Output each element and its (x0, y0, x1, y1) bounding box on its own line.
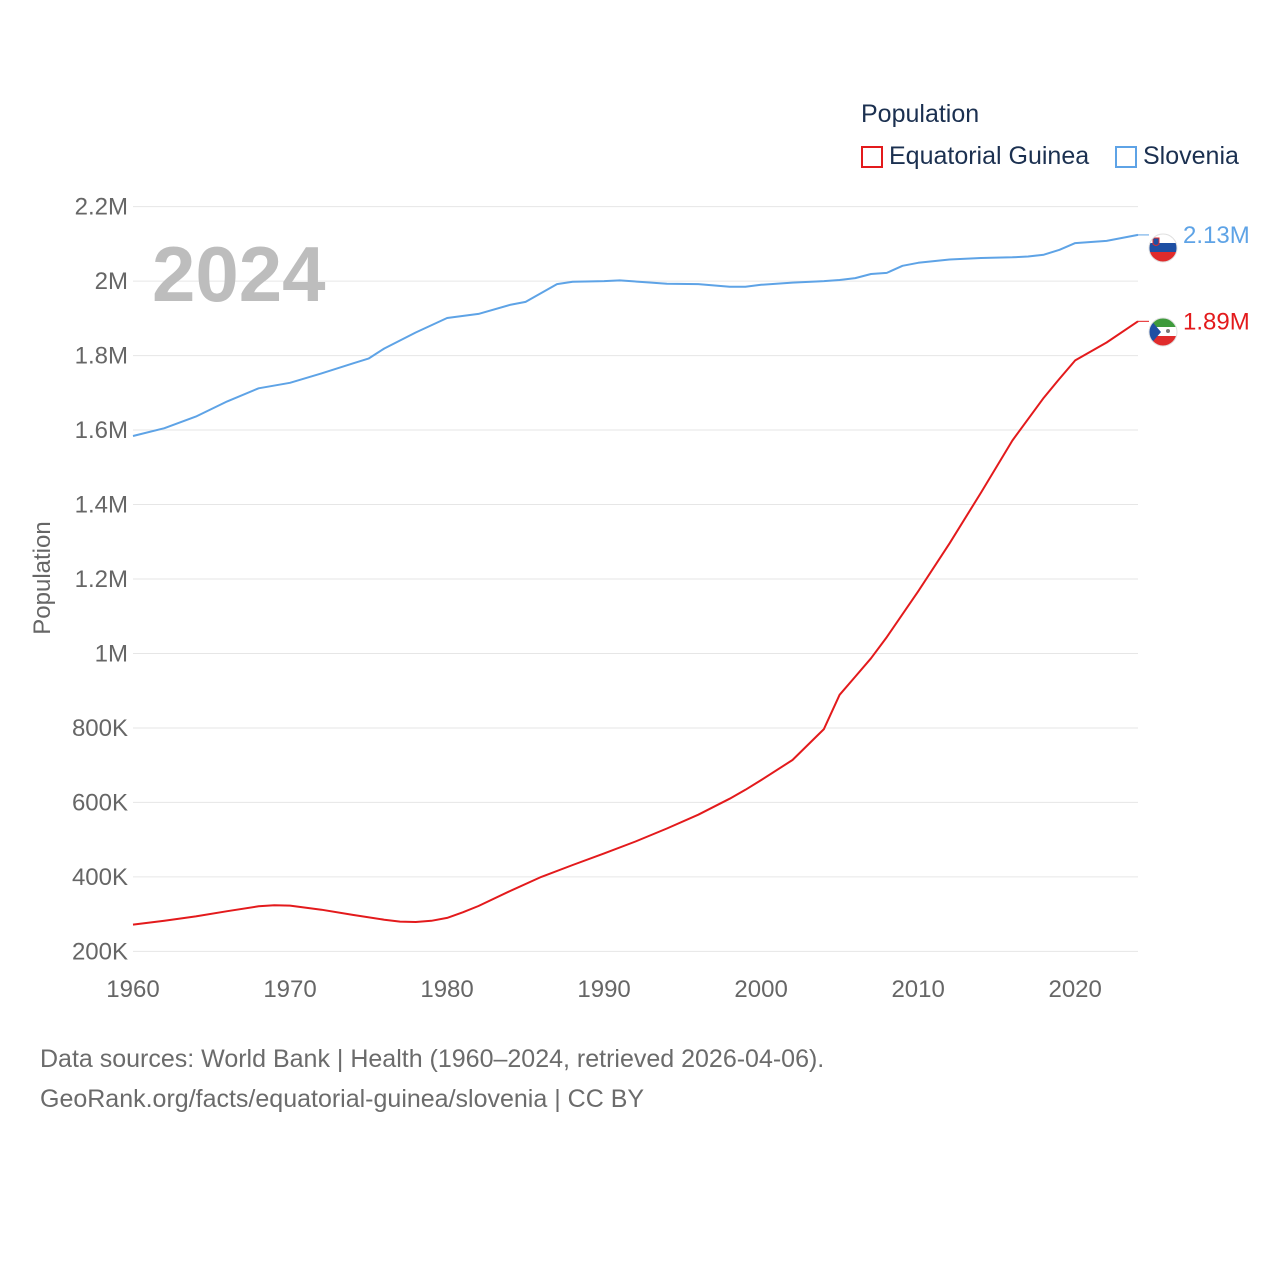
series-lines: 1.89M 2.13M (132, 222, 1250, 926)
legend-label-slovenia: Slovenia (1143, 142, 1239, 170)
grid-lines (133, 206, 1138, 952)
y-tick-label: 200K (72, 938, 128, 965)
y-tick-label: 1.8M (75, 343, 128, 370)
y-tick-label: 400K (72, 864, 128, 891)
y-tick-label: 2M (95, 268, 128, 295)
end-value-label-equatorial-guinea: 1.89M (1183, 308, 1250, 335)
legend-item-slovenia[interactable]: Slovenia (1115, 142, 1239, 171)
source-note: Data sources: World Bank | Health (1960–… (40, 1045, 825, 1073)
y-tick-label: 1.2M (75, 566, 128, 593)
legend-swatch-equatorial-guinea (861, 145, 883, 168)
y-tick-label: 1.4M (75, 492, 128, 519)
y-tick-label: 1.6M (75, 417, 128, 444)
source-link[interactable]: GeoRank.org/facts/equatorial-guinea/slov… (40, 1085, 645, 1113)
legend-item-equatorial-guinea[interactable]: Equatorial Guinea (861, 142, 1089, 171)
series-line-equatorial-guinea (132, 320, 1139, 926)
x-tick-label: 1970 (263, 976, 316, 1003)
legend-title: Population (861, 100, 980, 128)
x-tick-label: 2020 (1048, 976, 1101, 1003)
x-tick-label: 1960 (106, 976, 159, 1003)
y-axis-ticks: 200K 400K 600K 800K 1M 1.2M 1.4M 1.6M 1.8M 2M 2.2M (72, 194, 128, 966)
y-tick-label: 1M (95, 640, 128, 667)
y-tick-label: 2.2M (75, 194, 128, 221)
legend-label-equatorial-guinea: Equatorial Guinea (889, 142, 1090, 170)
x-axis-ticks: 1960 1970 1980 1990 2000 2010 2020 (106, 976, 1102, 1003)
end-value-label-slovenia: 2.13M (1183, 222, 1250, 249)
x-tick-label: 1990 (577, 976, 630, 1003)
slovenia-flag (1149, 234, 1177, 262)
x-tick-label: 2000 (734, 976, 787, 1003)
x-tick-label: 1980 (420, 976, 473, 1003)
series-line-slovenia (132, 233, 1139, 437)
y-tick-label: 800K (72, 715, 128, 742)
equatorial-guinea-flag (1149, 318, 1177, 346)
y-axis-label: Population (29, 521, 56, 634)
y-tick-label: 600K (72, 789, 128, 816)
year-watermark: 2024 (152, 230, 326, 318)
x-tick-label: 2010 (891, 976, 944, 1003)
legend-swatch-slovenia (1115, 145, 1137, 168)
